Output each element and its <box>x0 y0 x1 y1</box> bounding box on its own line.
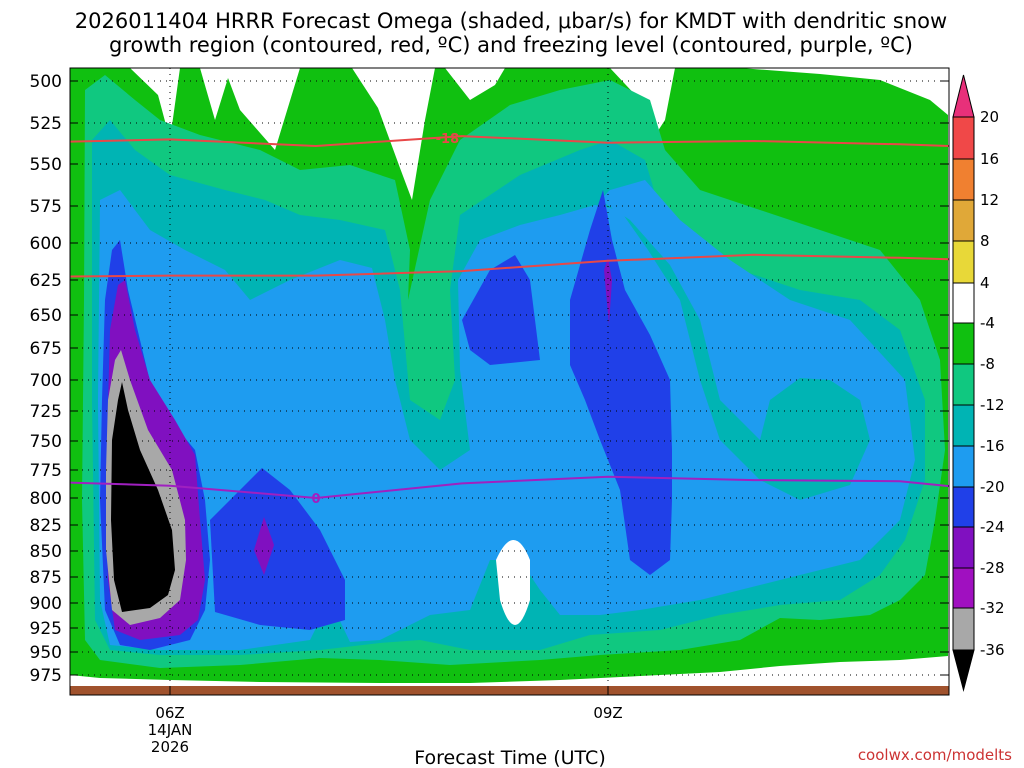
contour-label: -18 <box>436 132 460 147</box>
colorbar-tick-label: -28 <box>980 559 1005 577</box>
omega-region-black <box>111 382 175 612</box>
colorbar-swatch <box>952 404 975 447</box>
colorbar-tick-label: -32 <box>980 599 1005 617</box>
omega-region-blue-mid <box>210 468 345 630</box>
plot-frame <box>69 67 950 696</box>
colorbar-swatch <box>952 158 975 201</box>
colorbar-swatch <box>952 486 975 528</box>
y-tick-label: 725 <box>30 402 62 422</box>
y-tick-label: 675 <box>30 339 62 359</box>
y-tick-label: 575 <box>30 197 62 217</box>
y-tick-label: 925 <box>30 619 62 639</box>
y-tick-label: 975 <box>30 666 62 686</box>
y-tick-label: 775 <box>30 461 62 481</box>
colorbar-tick-label: -8 <box>980 355 995 373</box>
x-axis-label: Forecast Time (UTC) <box>414 747 605 768</box>
y-tick-label: 850 <box>30 542 62 562</box>
colorbar-swatch <box>952 240 975 284</box>
y-tick-label: 625 <box>30 271 62 291</box>
y-tick-label: 700 <box>30 371 62 391</box>
chart-title-line-2: growth region (contoured, red, ºC) and f… <box>109 33 913 57</box>
omega-white-gap-top-2 <box>200 68 435 200</box>
omega-white-gap-top-3 <box>445 68 505 100</box>
colorbar-tick-label: -24 <box>980 518 1005 536</box>
omega-region-purple-small <box>254 517 274 575</box>
colorbar-tick-label: -4 <box>980 314 995 332</box>
colorbar-tick-label: -12 <box>980 396 1005 414</box>
colorbar-swatch <box>952 445 975 488</box>
omega-region-purple-sliver <box>604 258 612 325</box>
y-tick-label: 800 <box>30 489 62 509</box>
y-tick-label: 525 <box>30 114 62 134</box>
contour-line-1 <box>70 253 949 278</box>
colorbar-tick-label: -36 <box>980 641 1005 659</box>
plot-area: -18-12-1200 <box>70 68 949 695</box>
credit-text: coolwx.com/modelts <box>858 746 1012 764</box>
y-tick-label: 500 <box>30 72 62 92</box>
colorbar-tick-label: 20 <box>980 108 999 126</box>
colorbar-tick-label: 16 <box>980 150 999 168</box>
colorbar-swatch <box>952 116 975 160</box>
y-tick-label: 825 <box>30 516 62 536</box>
colorbar-tick-label: 8 <box>980 232 990 250</box>
colorbar-swatch <box>952 567 975 609</box>
y-axis: 500 525 550 575 600 625 650 675 700 725 750 775 800 8… <box>30 72 949 686</box>
colorbar: 20 16 12 8 4 -4 -8 -12 -16 -20 -24 -28 -32 -36 <box>952 74 1005 692</box>
contour-labels: -18-12-1200 <box>311 132 460 507</box>
y-tick-label: 600 <box>30 234 62 254</box>
colorbar-swatch <box>952 607 975 651</box>
colorbar-swatch <box>952 526 975 569</box>
colorbar-tick-label: -20 <box>980 478 1005 496</box>
y-tick-label: 550 <box>30 155 62 175</box>
y-tick-label: 950 <box>30 643 62 663</box>
contour-line-0 <box>70 135 949 148</box>
colorbar-swatch <box>952 199 975 242</box>
omega-white-gap-top-5 <box>740 68 948 115</box>
y-tick-label: 650 <box>30 306 62 326</box>
omega-region-blue-box <box>462 255 540 365</box>
x-tick-label: 2026 <box>151 738 189 756</box>
colorbar-swatch <box>952 649 975 692</box>
x-tick-label: 09Z <box>593 704 622 722</box>
contour-lines <box>70 135 949 500</box>
y-tick-label: 875 <box>30 568 62 588</box>
colorbar-swatch <box>952 363 975 406</box>
y-tick-label: 750 <box>30 432 62 452</box>
contour-line-2 <box>70 475 949 500</box>
omega-white-oval <box>496 540 530 625</box>
x-axis: 06Z14JAN202609Z12Z15Z18Z21Z <box>148 687 623 756</box>
omega-white-gap-top-1 <box>130 68 180 140</box>
x-tick-label: 14JAN <box>148 721 193 739</box>
y-tick-label: 900 <box>30 594 62 614</box>
omega-region-blue-tall <box>570 190 672 575</box>
chart-title-line-1: 2026011404 HRRR Forecast Omega (shaded, … <box>75 9 947 33</box>
contour-label: 0 <box>311 492 320 507</box>
ground-surface <box>70 686 949 695</box>
colorbar-swatch <box>952 282 975 324</box>
colorbar-tick-label: 12 <box>980 191 999 209</box>
colorbar-tick-label: 4 <box>980 274 990 292</box>
colorbar-swatch <box>952 322 975 365</box>
colorbar-tick-label: -16 <box>980 437 1005 455</box>
plot-grid <box>70 68 949 695</box>
x-tick-label: 06Z <box>155 704 184 722</box>
